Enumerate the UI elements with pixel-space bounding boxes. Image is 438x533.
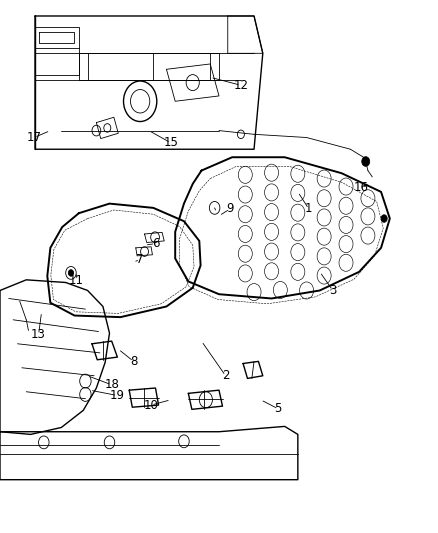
Text: 11: 11: [69, 274, 84, 287]
Circle shape: [68, 270, 74, 276]
Text: 3: 3: [329, 284, 336, 297]
Circle shape: [362, 157, 370, 166]
Text: 12: 12: [233, 79, 248, 92]
Text: 5: 5: [275, 402, 282, 415]
Circle shape: [381, 215, 387, 222]
Text: 10: 10: [144, 399, 159, 411]
Text: 9: 9: [226, 203, 234, 215]
Text: 17: 17: [27, 131, 42, 144]
Text: 1: 1: [305, 203, 313, 215]
Text: 7: 7: [136, 253, 144, 266]
Text: 18: 18: [104, 378, 119, 391]
Text: 13: 13: [31, 328, 46, 341]
Text: 15: 15: [163, 136, 178, 149]
Text: 6: 6: [152, 237, 159, 250]
Text: 8: 8: [130, 355, 137, 368]
Text: 16: 16: [354, 181, 369, 194]
Text: 19: 19: [110, 389, 125, 402]
Text: 2: 2: [222, 369, 230, 382]
